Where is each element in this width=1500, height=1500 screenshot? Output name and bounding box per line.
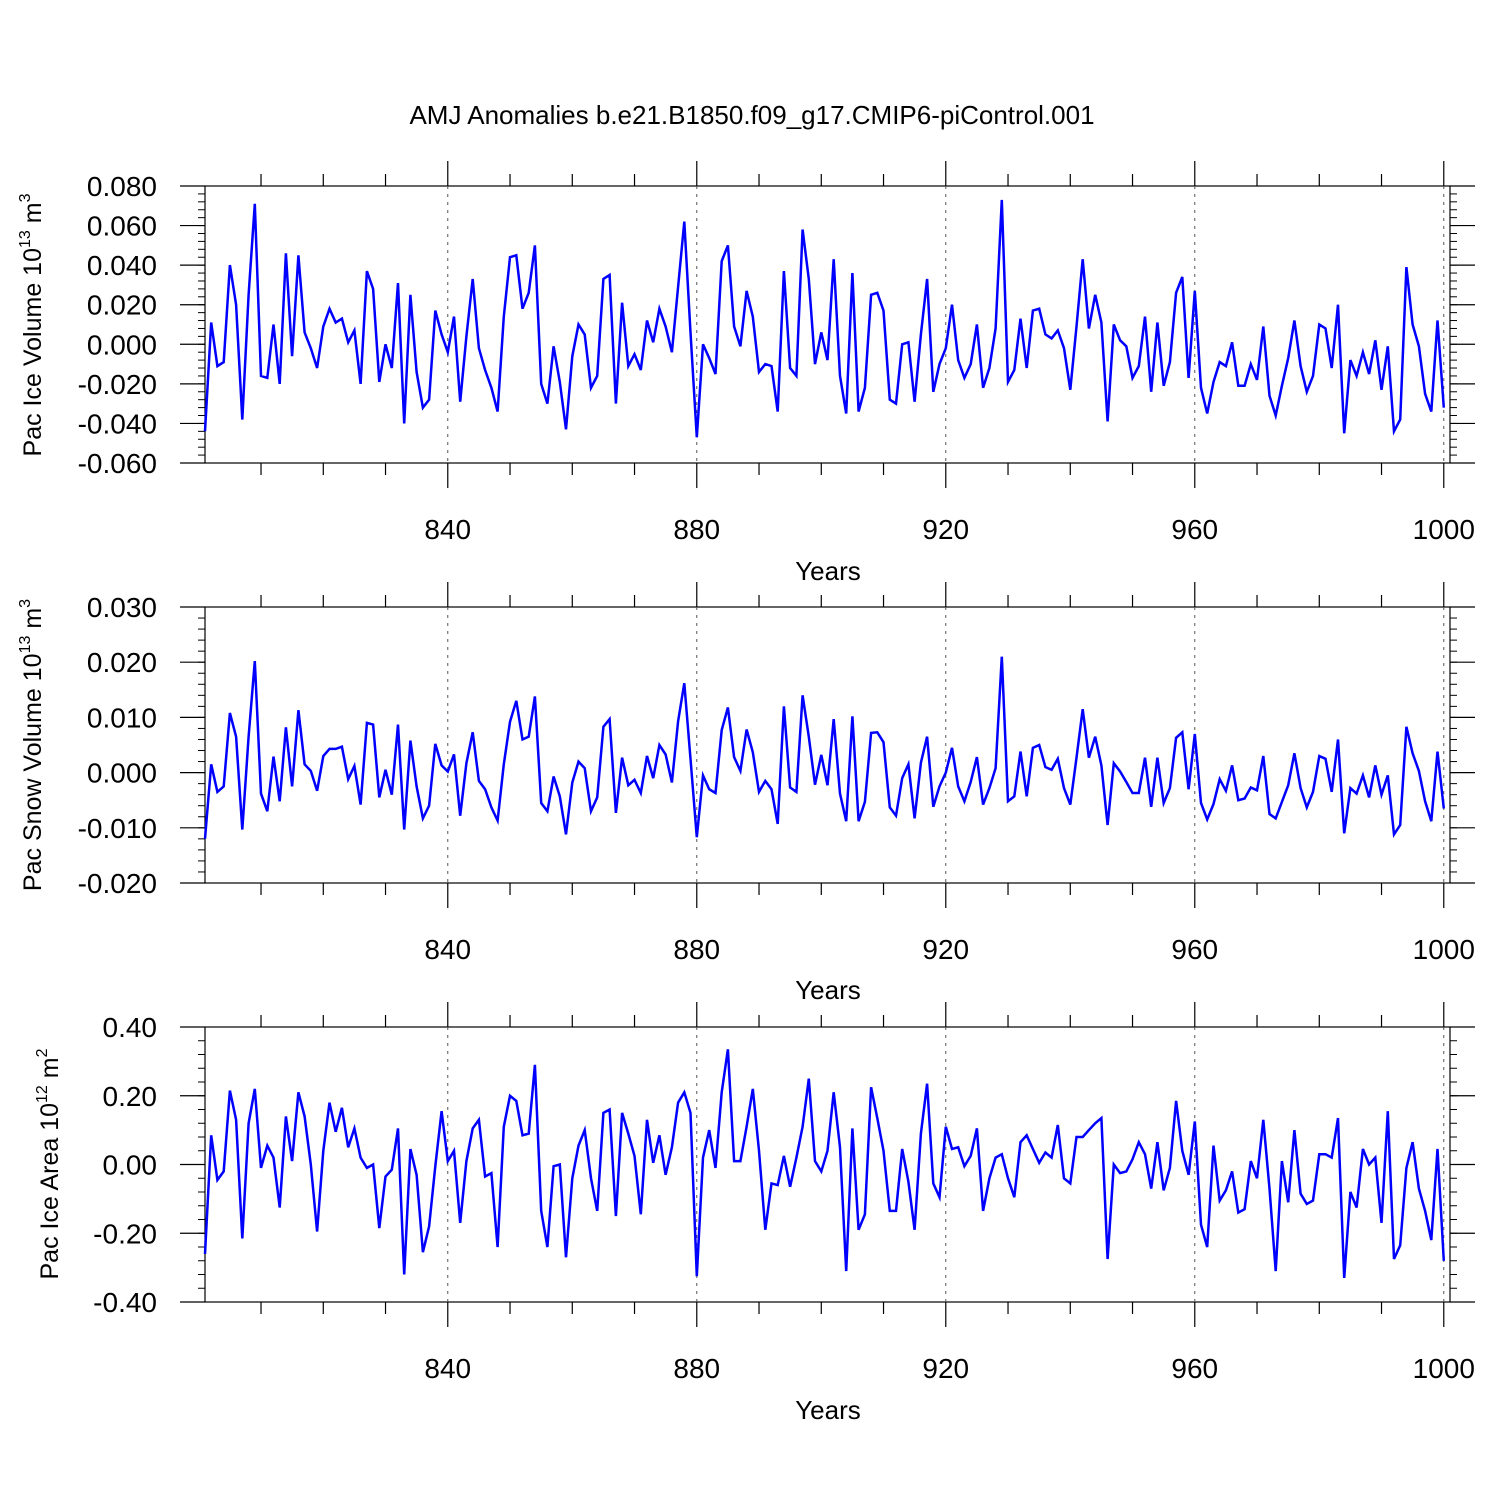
x-tick-label: 920 — [922, 514, 969, 545]
y-axis-unit-tail-exponent: 3 — [17, 599, 34, 608]
y-tick-label: 0.020 — [87, 290, 157, 321]
y-tick-label: -0.060 — [78, 448, 157, 479]
y-axis-label: Pac Ice Area 1012 m2 — [34, 1048, 64, 1279]
y-tick-label: -0.020 — [78, 369, 157, 400]
y-axis-unit-exponent: 13 — [17, 636, 34, 654]
y-tick-label: -0.40 — [93, 1287, 157, 1318]
x-gridlines — [447, 186, 1445, 463]
y-tick-label: 0.000 — [87, 758, 157, 789]
y-tick-label: 0.00 — [103, 1150, 158, 1181]
y-axis-label: Pac Ice Volume 1013 m3 — [17, 193, 47, 456]
y-axis: -0.060 -0.040 -0.020 0.000 0.020 0.040 0.060 0.… — [78, 171, 1475, 479]
y-tick-label: 0.080 — [87, 171, 157, 202]
series-line — [203, 656, 1446, 839]
plot-frame — [204, 606, 1451, 884]
y-axis-unit: 10 — [36, 1103, 64, 1131]
panel-ice-volume: -0.060 -0.040 -0.020 0.000 0.020 0.040 0.060 0.… — [17, 161, 1475, 586]
y-axis-unit-tail: m — [36, 1057, 64, 1085]
series-line — [203, 1049, 1446, 1278]
x-tick-label: 960 — [1171, 514, 1218, 545]
plot-frame — [204, 185, 1451, 464]
x-tick-label: 920 — [922, 934, 969, 965]
y-axis: -0.020 -0.010 0.000 0.010 0.020 0.030 — [78, 592, 1475, 899]
x-tick-label: 880 — [673, 1353, 720, 1384]
x-tick-label: 840 — [424, 934, 471, 965]
y-axis-label-name: Pac Snow Volume — [19, 688, 47, 891]
y-axis-unit-tail-exponent: 2 — [34, 1048, 51, 1057]
y-axis-label-name: Pac Ice Volume — [19, 283, 47, 457]
panel-snow-volume: -0.020 -0.010 0.000 0.010 0.020 0.030 840 880 9… — [17, 582, 1475, 1005]
y-tick-label: 0.040 — [87, 250, 157, 281]
x-axis: 840 880 920 960 1000 — [260, 161, 1475, 545]
x-axis-label: Years — [795, 556, 861, 586]
y-tick-label: -0.040 — [78, 408, 157, 439]
x-axis: 840 880 920 960 1000 — [260, 1002, 1475, 1384]
x-axis-label: Years — [795, 1395, 861, 1425]
y-axis-unit-tail: m — [19, 608, 47, 636]
x-tick-label: 880 — [673, 514, 720, 545]
y-tick-label: 0.40 — [103, 1012, 158, 1043]
y-tick-label: -0.020 — [78, 868, 157, 899]
y-tick-label: 0.010 — [87, 702, 157, 733]
x-axis-label: Years — [795, 975, 861, 1005]
panel-ice-area: -0.40-0.200.000.200.40 840 880 920 960 1000 … — [34, 1002, 1475, 1425]
y-axis-unit-tail: m — [19, 202, 47, 230]
y-axis-unit-tail-exponent: 3 — [17, 193, 34, 202]
chart-title: AMJ Anomalies b.e21.B1850.f09_g17.CMIP6-… — [409, 100, 1094, 130]
x-gridlines — [447, 607, 1445, 883]
series-line — [203, 199, 1446, 438]
y-tick-label: 0.030 — [87, 592, 157, 623]
y-axis-unit-exponent: 13 — [17, 230, 34, 248]
x-tick-label: 920 — [922, 1353, 969, 1384]
x-tick-label: 840 — [424, 514, 471, 545]
y-tick-label: -0.20 — [93, 1218, 157, 1249]
x-tick-label: 960 — [1171, 934, 1218, 965]
x-tick-label: 960 — [1171, 1353, 1218, 1384]
y-tick-label: 0.020 — [87, 647, 157, 678]
x-axis: 840 880 920 960 1000 — [260, 582, 1475, 965]
x-tick-label: 840 — [424, 1353, 471, 1384]
y-axis-label-name: Pac Ice Area — [36, 1138, 64, 1280]
y-tick-label: -0.010 — [78, 813, 157, 844]
y-axis-unit-exponent: 12 — [34, 1085, 51, 1103]
x-tick-label: 880 — [673, 934, 720, 965]
y-tick-label: 0.000 — [87, 329, 157, 360]
x-tick-label: 1000 — [1413, 934, 1475, 965]
y-axis: -0.40 -0.20 0.00 0.20 0.40 — [93, 1012, 1475, 1318]
x-gridlines — [447, 1027, 1445, 1302]
y-axis-label: Pac Snow Volume 1013 m3 — [17, 599, 47, 891]
x-tick-label: 1000 — [1413, 1353, 1475, 1384]
y-axis-unit: 10 — [19, 653, 47, 681]
y-tick-label: 0.20 — [103, 1081, 158, 1112]
x-tick-label: 1000 — [1413, 514, 1475, 545]
y-tick-label: 0.060 — [87, 211, 157, 242]
y-axis-unit: 10 — [19, 248, 47, 276]
